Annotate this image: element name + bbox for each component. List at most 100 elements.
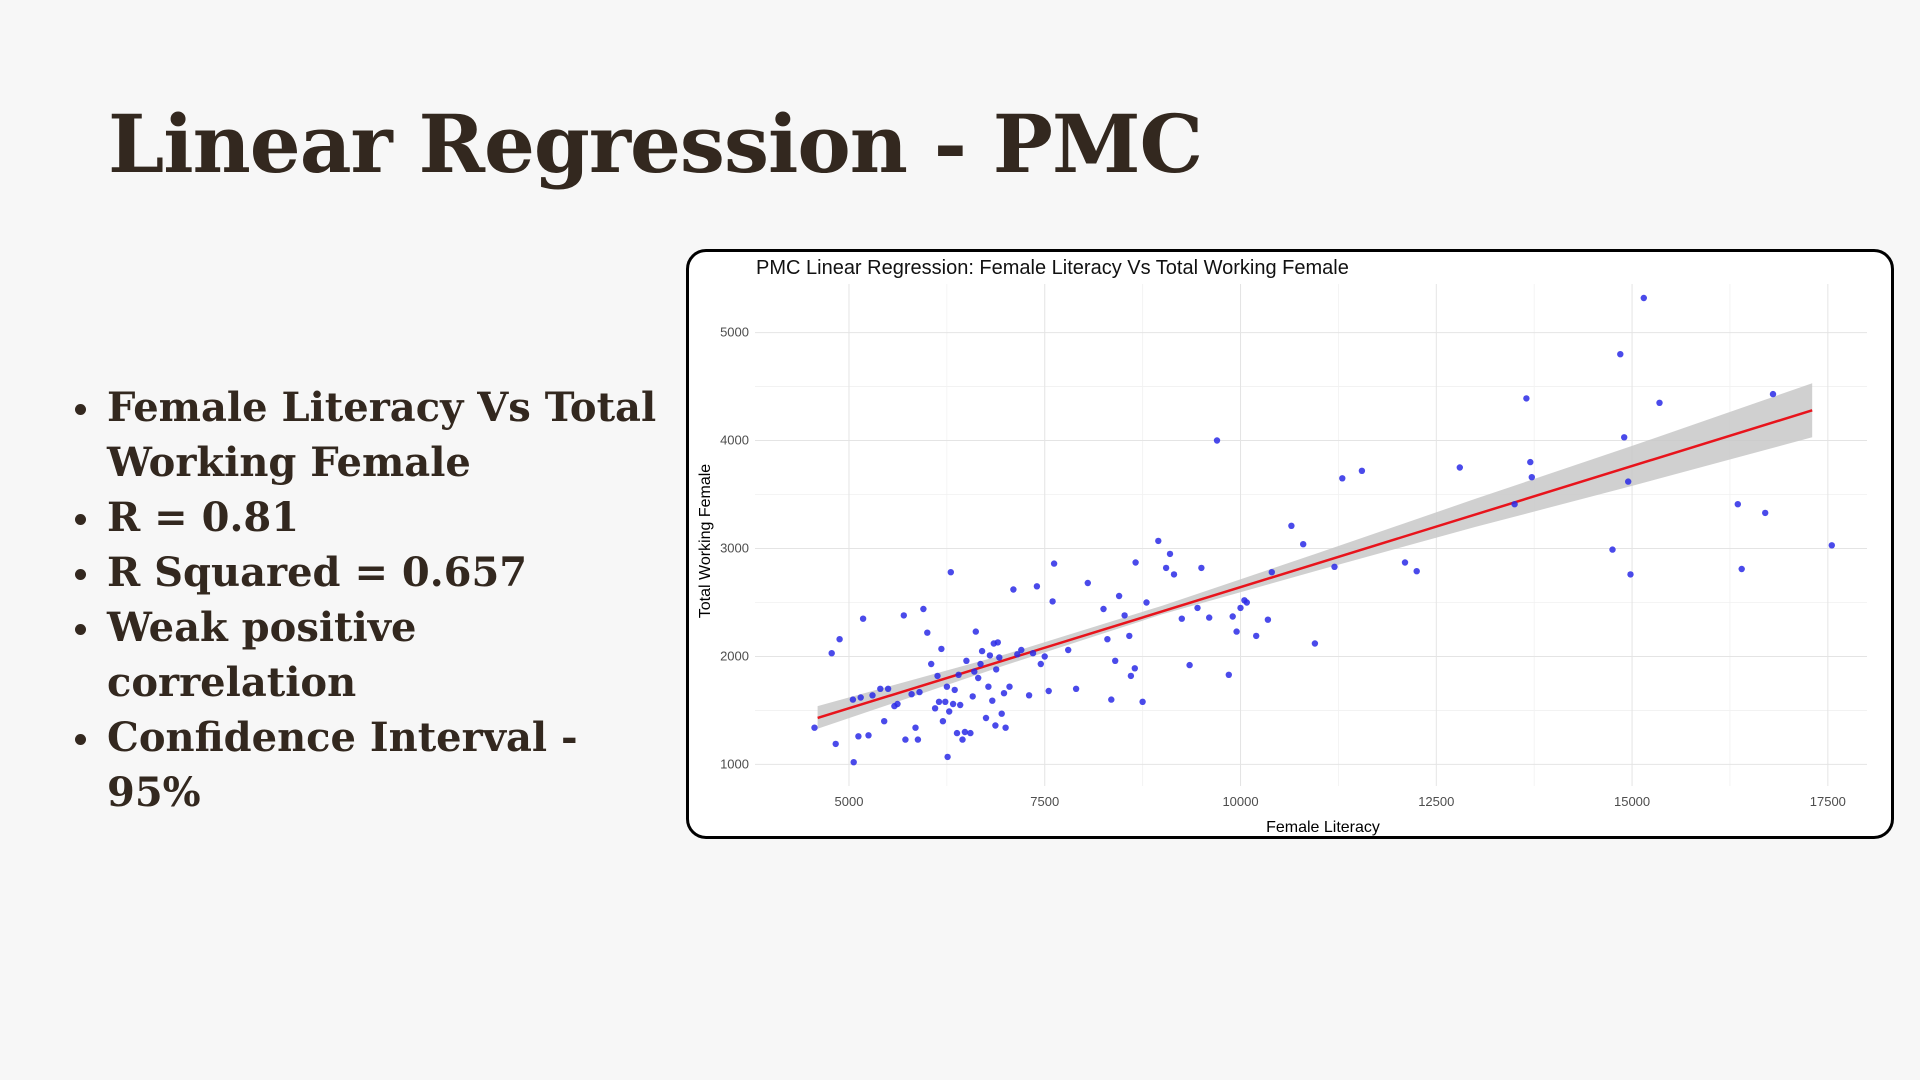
x-tick-label: 5000 — [835, 794, 864, 809]
data-point — [1264, 616, 1272, 623]
data-point — [1139, 698, 1146, 705]
data-point — [1198, 564, 1205, 572]
data-point — [1627, 571, 1634, 578]
y-tick-label: 2000 — [720, 648, 749, 663]
data-point — [972, 628, 979, 635]
data-point — [1528, 474, 1535, 481]
data-point — [953, 729, 961, 737]
data-point — [1401, 559, 1409, 566]
data-point — [1155, 537, 1162, 545]
data-point — [1194, 604, 1201, 612]
data-point — [1108, 696, 1115, 703]
data-point — [985, 683, 992, 690]
data-point — [994, 639, 1001, 646]
data-point — [1143, 599, 1150, 606]
data-point — [1331, 563, 1338, 570]
data-point — [978, 647, 986, 655]
data-point — [928, 660, 935, 668]
data-point — [961, 728, 969, 736]
data-point — [942, 698, 949, 705]
data-point — [989, 697, 996, 704]
data-point — [1166, 550, 1174, 558]
data-point — [963, 657, 970, 664]
data-point — [1104, 636, 1111, 643]
data-point — [908, 691, 915, 698]
data-point — [1734, 501, 1742, 508]
data-point — [1617, 351, 1624, 358]
data-point — [1225, 671, 1232, 678]
data-point — [1000, 690, 1008, 697]
data-point — [849, 696, 857, 703]
data-point — [1178, 615, 1185, 622]
data-point — [934, 672, 941, 680]
data-point — [992, 722, 999, 729]
slide-title: Linear Regression - PMC — [108, 97, 1203, 191]
data-point — [1072, 685, 1080, 692]
data-point — [1121, 612, 1128, 619]
data-point — [1640, 294, 1647, 302]
data-point — [914, 736, 922, 743]
data-point — [1018, 646, 1025, 654]
data-point — [1769, 390, 1777, 398]
data-point — [1014, 651, 1021, 658]
chart-title: PMC Linear Regression: Female Literacy V… — [756, 257, 1349, 279]
data-point — [859, 615, 867, 622]
data-point — [1233, 628, 1240, 635]
data-point — [850, 759, 857, 766]
data-point — [1762, 509, 1769, 517]
data-point — [1084, 579, 1091, 587]
data-point — [855, 733, 862, 740]
data-point — [993, 666, 1000, 673]
data-point — [1237, 604, 1244, 612]
data-point — [1170, 571, 1178, 578]
x-tick-label: 15000 — [1614, 794, 1650, 809]
x-tick-label: 7500 — [1030, 794, 1059, 809]
data-point — [959, 736, 966, 743]
data-point — [1041, 653, 1048, 660]
data-point — [1311, 640, 1319, 647]
bullet-item: Female Literacy Vs Total Working Female — [70, 380, 670, 490]
data-point — [957, 701, 964, 709]
data-point — [1206, 614, 1213, 621]
data-point — [1033, 583, 1041, 590]
data-point — [1413, 568, 1420, 575]
data-point — [1132, 559, 1139, 566]
data-point — [811, 724, 818, 731]
data-point — [1162, 564, 1170, 572]
data-point — [969, 693, 976, 700]
data-point — [900, 612, 907, 619]
data-point — [865, 732, 872, 739]
data-point — [931, 705, 939, 712]
data-point — [1288, 522, 1295, 529]
data-point — [836, 636, 843, 643]
data-point — [998, 710, 1005, 717]
data-point — [1523, 395, 1530, 402]
data-point — [920, 605, 927, 613]
data-point — [902, 736, 909, 743]
x-tick-label: 12500 — [1418, 794, 1454, 809]
data-point — [924, 629, 931, 636]
data-point — [1115, 592, 1123, 600]
confidence-band — [817, 383, 1813, 729]
data-point — [1126, 632, 1133, 640]
chart-frame: 5000 7500 10000 12500 15000 17500 1000 2000 300… — [686, 249, 1894, 839]
regression-line — [817, 409, 1813, 720]
data-point — [949, 700, 957, 708]
data-point — [967, 729, 974, 737]
data-point — [1010, 586, 1017, 593]
data-point — [1456, 464, 1463, 471]
data-point — [857, 694, 864, 701]
data-point — [1186, 661, 1193, 669]
bullet-item: Confidence Interval - 95% — [70, 710, 670, 820]
data-point — [975, 674, 982, 682]
y-tick-label: 5000 — [720, 325, 749, 340]
y-axis-label: Total Working Female — [697, 464, 714, 619]
data-point — [996, 654, 1003, 661]
data-point — [1037, 660, 1044, 668]
regression-line-layer — [817, 409, 1813, 720]
data-point — [971, 668, 978, 675]
bullet-item: R = 0.81 — [70, 490, 670, 545]
data-point — [935, 698, 943, 705]
bullet-item: R Squared = 0.657 — [70, 545, 670, 600]
data-point — [832, 740, 839, 748]
